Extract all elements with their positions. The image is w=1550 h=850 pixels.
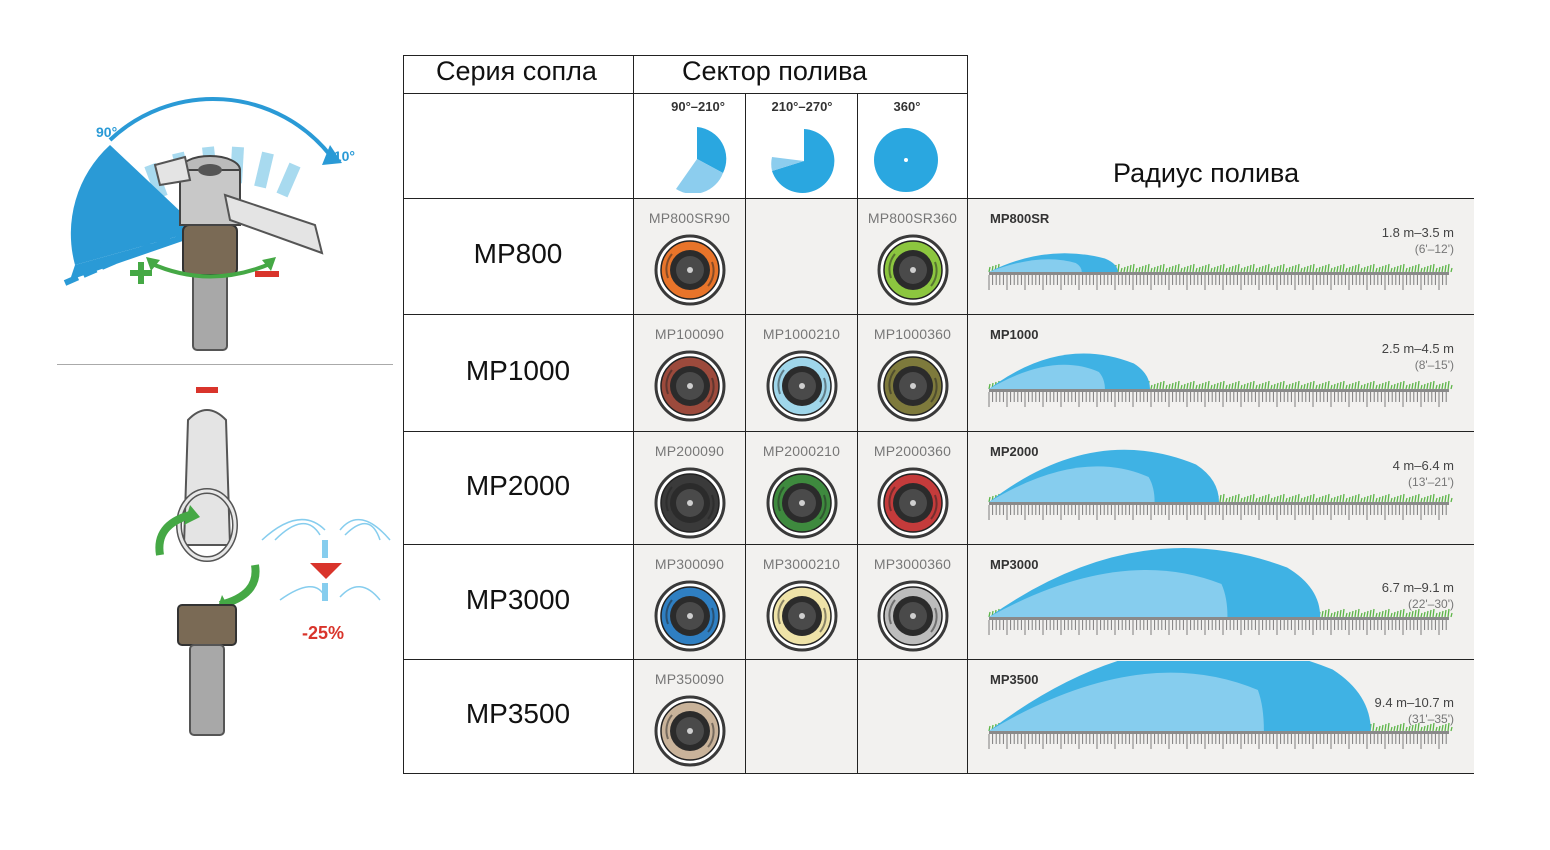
radius-graphic-mp800: [988, 253, 1453, 290]
nozzle-icon-mp1000360: [877, 350, 948, 422]
radius-range-ft-mp1000: (8'–15'): [1414, 358, 1454, 372]
radius-range-ft-mp3500: (31'–35'): [1408, 712, 1454, 726]
nozzle-code-mp3000360: MP3000360: [873, 556, 952, 572]
nozzle-code-mp800sr90: MP800SR90: [648, 210, 731, 226]
radius-graphic-mp3500: [988, 661, 1453, 749]
radius-graphic-mp1000: [988, 353, 1453, 407]
nozzle-code-mp100090: MP100090: [654, 326, 725, 342]
sector-360-icon: [874, 128, 938, 192]
nozzle-icon-mp1000210: [766, 350, 837, 422]
radius-graphic-mp3000: [988, 548, 1453, 635]
reduction-label: -25%: [302, 623, 345, 643]
radius-model-mp3000: MP3000: [990, 557, 1039, 572]
nozzle-code-mp300090: MP300090: [654, 556, 725, 572]
nozzle-icon-mp2000360: [877, 467, 948, 539]
sector-header: Сектор полива: [682, 56, 868, 86]
nozzle-icon-mp3000360: [877, 580, 948, 652]
radius-model-mp1000: MP1000: [990, 327, 1039, 342]
nozzle-code-mp2000360: MP2000360: [873, 443, 952, 459]
radius-graphic-mp2000: [988, 449, 1453, 520]
nozzle-code-mp1000210: MP1000210: [762, 326, 841, 342]
sector-label-1: 90°–210°: [671, 99, 725, 114]
nozzle-code-mp800sr360: MP800SR360: [867, 210, 958, 226]
series-label-mp800: MP800: [473, 238, 563, 269]
nozzle-icon-mp350090: [654, 695, 725, 767]
nozzle-icon-mp3000210: [766, 580, 837, 652]
sector-label-2: 210°–270°: [771, 99, 833, 114]
radius-range-m-mp3000: 6.7 m–9.1 m: [1381, 580, 1454, 595]
nozzle-icon-mp300090: [654, 580, 725, 652]
radius-model-mp3500: MP3500: [990, 672, 1039, 687]
nozzle-code-mp200090: MP200090: [654, 443, 725, 459]
radius-range-m-mp3500: 9.4 m–10.7 m: [1374, 695, 1455, 710]
nozzle-icon-mp100090: [654, 350, 725, 422]
radius-header: Радиус полива: [1113, 158, 1300, 188]
nozzle-code-mp1000360: MP1000360: [873, 326, 952, 342]
radius-range-ft-mp3000: (22'–30'): [1408, 597, 1454, 611]
radius-model-mp800: MP800SR: [990, 211, 1050, 226]
nozzle-code-mp350090: MP350090: [654, 671, 725, 687]
radius-range-m-mp800: 1.8 m–3.5 m: [1381, 225, 1454, 240]
nozzle-adjustment-illustration: [63, 97, 391, 736]
radius-range-m-mp2000: 4 m–6.4 m: [1392, 458, 1454, 473]
series-header: Серия сопла: [436, 56, 597, 86]
sector-label-3: 360°: [893, 99, 921, 114]
nozzle-icon-mp2000210: [766, 467, 837, 539]
radius-range-m-mp1000: 2.5 m–4.5 m: [1381, 341, 1454, 356]
series-label-mp3500: MP3500: [465, 698, 571, 729]
illustration-divider: [57, 364, 393, 365]
nozzle-icon-mp200090: [654, 467, 725, 539]
radius-model-mp2000: MP2000: [990, 444, 1039, 459]
sector-90-210-icon: [676, 127, 727, 193]
arc-start-label: 90°: [96, 124, 118, 140]
arc-end-label: 210°: [326, 148, 355, 164]
series-label-mp2000: MP2000: [465, 469, 571, 501]
nozzle-icon-mp800sr90: [654, 234, 725, 306]
turns-label: X4: [165, 558, 185, 575]
sector-210-270-icon: [771, 129, 835, 193]
nozzle-code-mp2000210: MP2000210: [762, 443, 841, 459]
arc-adjust-illustration: [63, 97, 342, 351]
radius-range-ft-mp2000: (13'–21'): [1408, 475, 1454, 489]
zero-angle-label: 0°: [92, 236, 109, 255]
flow-reduce-illustration: [155, 387, 391, 736]
nozzle-icon-mp800sr360: [877, 234, 948, 306]
series-label-mp3000: MP3000: [465, 583, 571, 615]
series-label-mp1000: MP1000: [465, 354, 571, 386]
radius-range-ft-mp800: (6'–12'): [1414, 242, 1454, 256]
nozzle-code-mp3000210: MP3000210: [762, 556, 841, 572]
